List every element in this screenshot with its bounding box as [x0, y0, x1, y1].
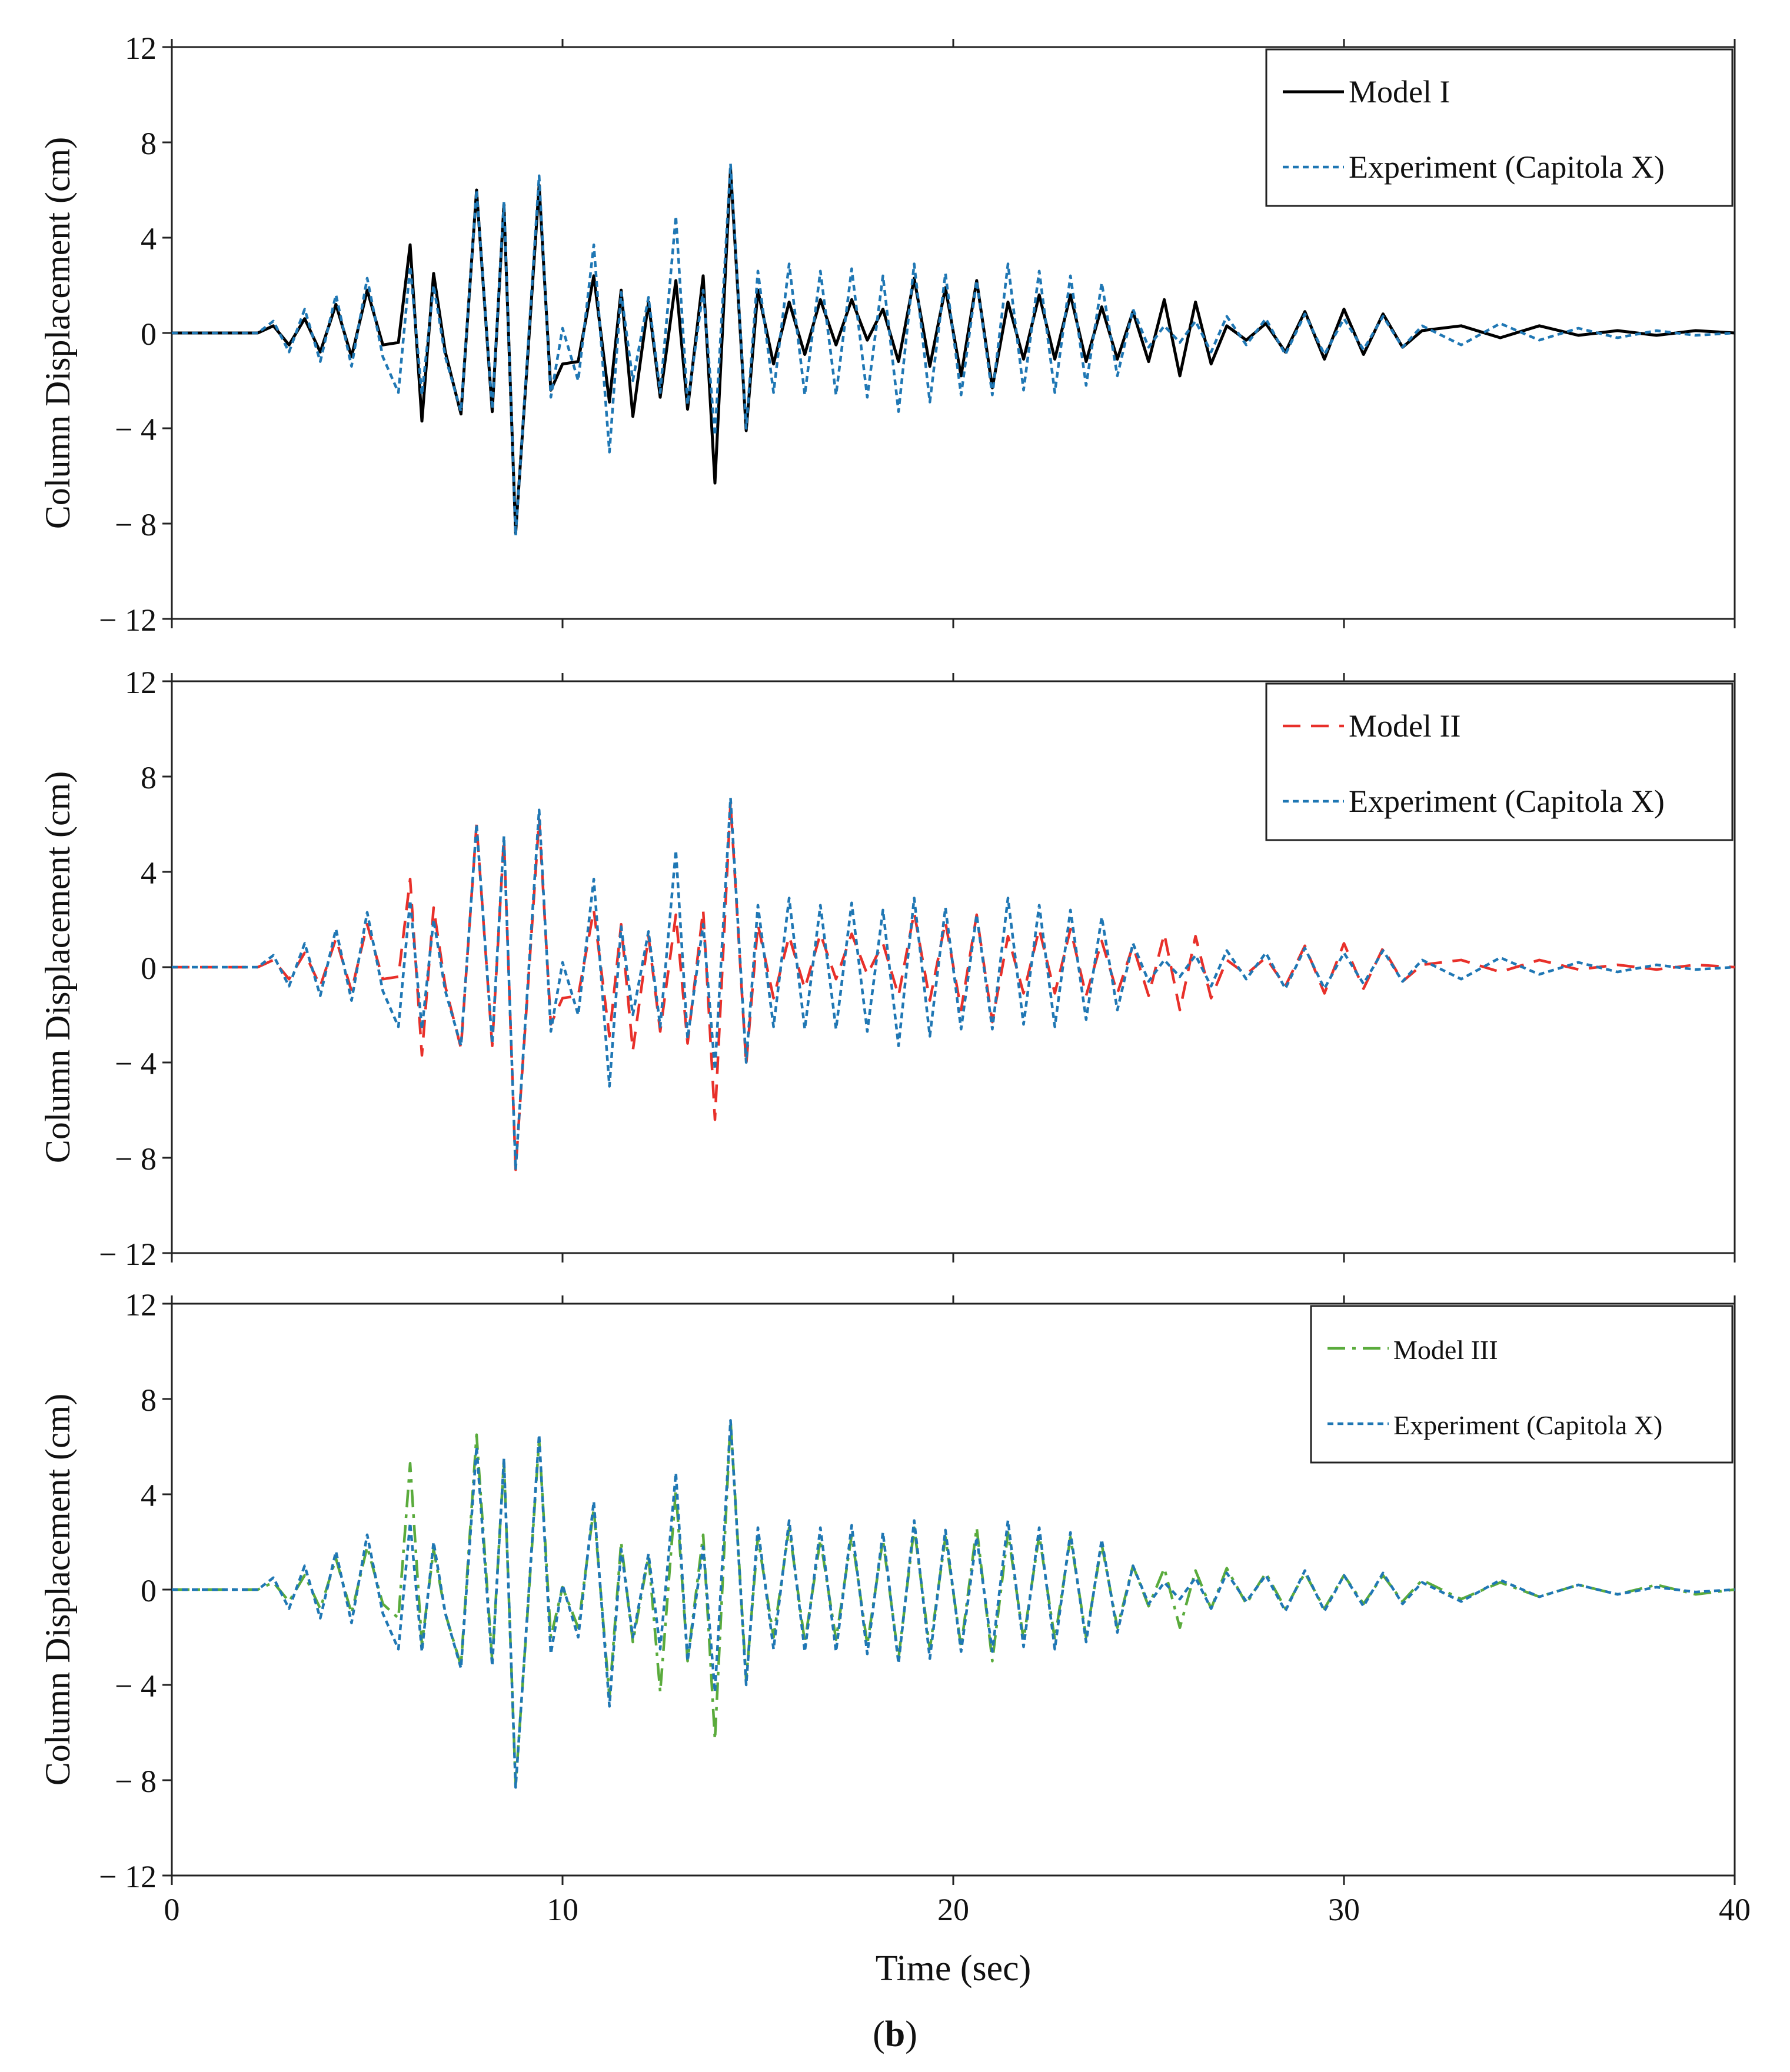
- legend: Model III Experiment (Capitola X): [1310, 1305, 1734, 1464]
- series-line-2: [172, 797, 1735, 1171]
- figure-caption: (b): [873, 2014, 917, 2054]
- y-tick-label: 8: [141, 760, 157, 795]
- legend-label-1: Model II: [1349, 708, 1460, 744]
- legend: Model I Experiment (Capitola X): [1265, 48, 1734, 207]
- legend: Model II Experiment (Capitola X): [1265, 682, 1734, 841]
- x-axis-label: Time (sec): [876, 1948, 1032, 1988]
- y-axis-label: Column Displacement (cm): [38, 137, 77, 529]
- y-tick-label: − 8: [115, 1764, 157, 1799]
- legend-label-2: Experiment (Capitola X): [1349, 149, 1665, 185]
- series-line-2: [172, 162, 1735, 537]
- chart-panel-2: 12 8 4 0 − 4 − 8 − 12 Column Displacement (cm) M…: [38, 665, 1736, 1272]
- x-tick-label: 30: [1328, 1892, 1360, 1927]
- caption-paren-close: ): [905, 2014, 917, 2054]
- y-tick-label: 0: [141, 951, 157, 986]
- y-tick-label: 4: [141, 1478, 157, 1513]
- y-tick-label: 0: [141, 317, 157, 352]
- y-tick-label: 4: [141, 855, 157, 891]
- legend-label-1: Model I: [1349, 74, 1450, 109]
- legend-box: [1265, 682, 1734, 841]
- y-axis-label: Column Displacement (cm): [38, 771, 77, 1164]
- legend-label-2: Experiment (Capitola X): [1393, 1410, 1662, 1440]
- legend-label-2: Experiment (Capitola X): [1349, 784, 1665, 819]
- y-tick-label: − 12: [99, 1859, 157, 1894]
- y-tick-label: − 4: [115, 412, 157, 447]
- chart-panel-1: 12 8 4 0 − 4 − 8 − 12 Column Displacement (cm) M…: [38, 31, 1736, 638]
- x-tick-label: 0: [164, 1892, 180, 1927]
- y-axis-label: Column Displacement (cm): [38, 1394, 77, 1786]
- legend-box: [1265, 48, 1734, 207]
- y-tick-label: 0: [141, 1573, 157, 1608]
- y-tick-label: − 12: [99, 602, 157, 638]
- series-line-1: [172, 167, 1735, 535]
- caption-paren-open: (: [873, 2014, 885, 2054]
- y-tick-label: 8: [141, 126, 157, 161]
- series-line-2: [172, 1419, 1735, 1789]
- y-tick-label: 12: [125, 665, 157, 700]
- y-tick-label: − 8: [115, 1141, 157, 1177]
- caption-letter: b: [885, 2014, 905, 2054]
- y-tick-label: 12: [125, 1287, 157, 1323]
- y-tick-label: − 4: [115, 1046, 157, 1081]
- x-tick-label: 10: [547, 1892, 578, 1927]
- y-tick-label: 12: [125, 31, 157, 66]
- y-tick-label: − 4: [115, 1668, 157, 1704]
- series-line-1: [172, 801, 1735, 1171]
- x-tick-label: 20: [937, 1892, 969, 1927]
- y-tick-label: 4: [141, 221, 157, 256]
- series-line-1: [172, 1419, 1735, 1787]
- y-tick-label: − 8: [115, 507, 157, 542]
- x-tick-label: 40: [1719, 1892, 1751, 1927]
- y-tick-label: 8: [141, 1383, 157, 1418]
- y-tick-label: − 12: [99, 1237, 157, 1272]
- legend-box: [1310, 1305, 1734, 1464]
- legend-label-1: Model III: [1393, 1335, 1498, 1365]
